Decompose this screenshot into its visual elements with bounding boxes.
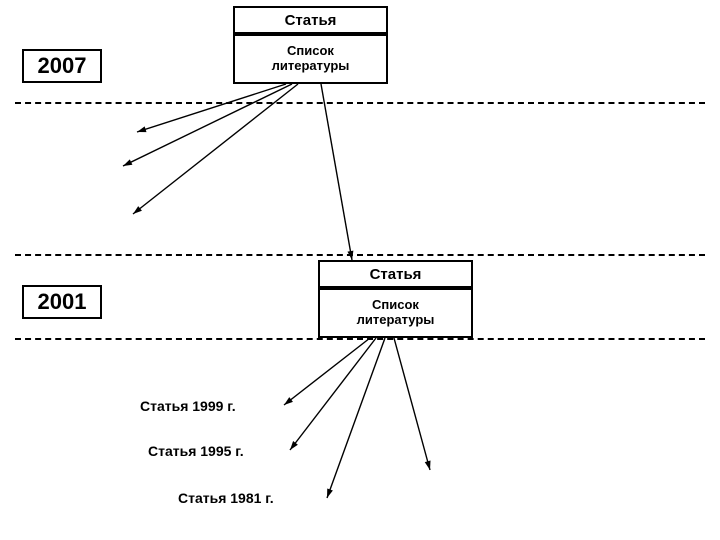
dashed-line-1: [15, 102, 705, 104]
article-box-top: Статья: [233, 6, 388, 34]
label-article-1999: Статья 1999 г.: [140, 398, 236, 414]
article-box-mid: Статья: [318, 260, 473, 288]
year-2001-label: 2001: [38, 289, 87, 315]
year-box-2007: 2007: [22, 49, 102, 83]
label-article-1999-text: Статья 1999 г.: [140, 398, 236, 414]
article-top-label: Статья: [285, 12, 337, 29]
label-article-1981-text: Статья 1981 г.: [178, 490, 274, 506]
label-article-1981: Статья 1981 г.: [178, 490, 274, 506]
ref-mid-line1: Список: [372, 298, 419, 313]
dashed-line-3: [15, 338, 705, 340]
article-mid-label: Статья: [370, 266, 422, 283]
label-article-1995-text: Статья 1995 г.: [148, 443, 244, 459]
ref-top-line1: Список: [287, 44, 334, 59]
year-box-2001: 2001: [22, 285, 102, 319]
year-2007-label: 2007: [38, 53, 87, 79]
label-article-1995: Статья 1995 г.: [148, 443, 244, 459]
references-box-top: Список литературы: [233, 34, 388, 84]
references-box-mid: Список литературы: [318, 288, 473, 338]
diagram-stage: 2007 2001 Статья Список литературы Стать…: [0, 0, 720, 540]
ref-top-line2: литературы: [272, 59, 350, 74]
dashed-line-2: [15, 254, 705, 256]
ref-mid-line2: литературы: [357, 313, 435, 328]
